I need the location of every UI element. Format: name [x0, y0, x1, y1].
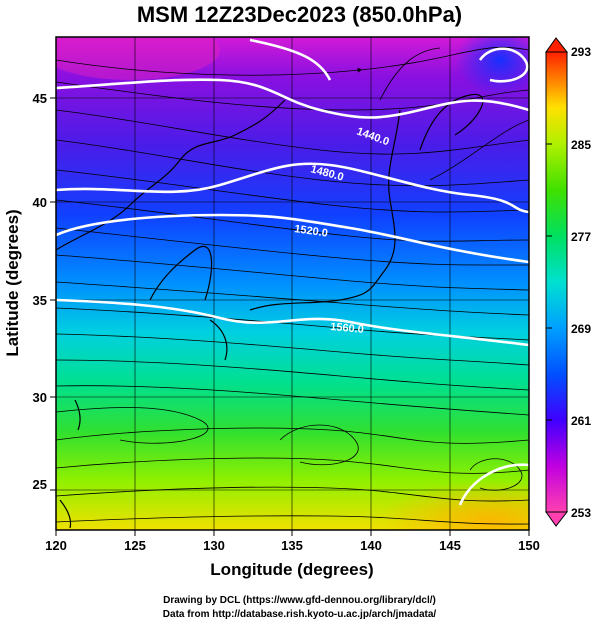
y-tick-label: 30 — [33, 390, 47, 405]
x-tick-label: 125 — [124, 538, 146, 553]
colorbar-tick-label: 277 — [571, 230, 591, 244]
map-title: MSM 12Z23Dec2023 (850.0hPa) — [136, 2, 463, 27]
x-tick-label: 130 — [203, 538, 225, 553]
contour-label: 1520.0 — [294, 223, 329, 240]
y-tick-label: 45 — [33, 91, 47, 106]
y-axis-label: Latitude (degrees) — [3, 209, 22, 356]
colorbar-scale — [545, 51, 568, 513]
y-tick-label: 35 — [33, 293, 47, 308]
footer-credit: Drawing by DCL (https://www.gfd-dennou.o… — [163, 595, 436, 606]
wind-streamlines — [56, 46, 529, 525]
x-tick-label: 135 — [281, 538, 303, 553]
colorbar-bottom-arrow — [545, 511, 569, 527]
colorbar-tick-label: 269 — [571, 322, 591, 336]
x-axis: 120 125 130 135 140 145 150 Longitude (d… — [45, 530, 540, 579]
x-tick-label: 145 — [439, 538, 461, 553]
x-tick-label: 120 — [45, 538, 67, 553]
contour-label: 1560.0 — [330, 321, 365, 336]
colorbar-tick-label: 293 — [571, 45, 591, 59]
y-tick-label: 25 — [33, 477, 47, 492]
x-tick-label: 150 — [518, 538, 540, 553]
x-axis-label: Longitude (degrees) — [210, 560, 373, 579]
height-contours — [56, 38, 529, 506]
colorbar-tick-label: 285 — [571, 138, 591, 152]
y-axis: 25 30 35 40 45 Latitude (degrees) — [3, 91, 56, 492]
colorbar-tick-label: 261 — [571, 414, 591, 428]
grid-lines — [56, 37, 529, 530]
colorbar-tick-label: 253 — [571, 506, 591, 520]
y-tick-label: 40 — [33, 195, 47, 210]
colorbar: 293 285 277 269 261 253 — [545, 37, 591, 527]
footer-data-source: Data from http://database.rish.kyoto-u.a… — [162, 609, 437, 620]
colorbar-top-arrow — [545, 37, 569, 53]
x-tick-label: 140 — [360, 538, 382, 553]
